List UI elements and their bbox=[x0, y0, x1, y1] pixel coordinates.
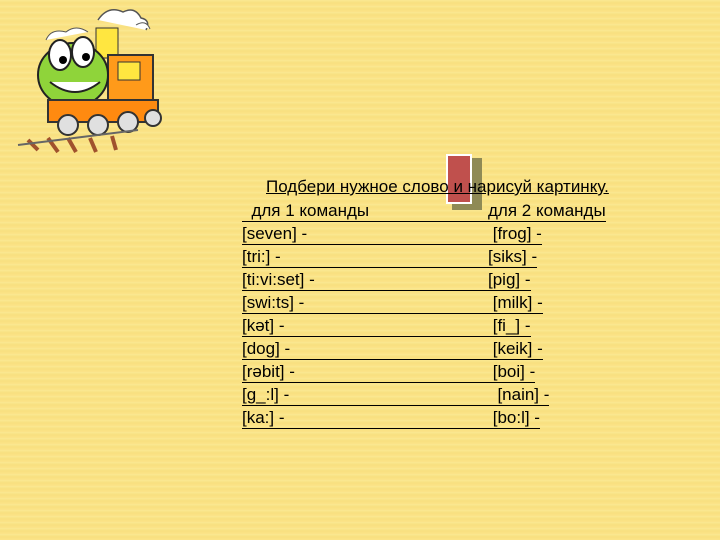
bookmark-icon bbox=[446, 154, 472, 204]
word-row: [rəbit] - [boi] - bbox=[242, 362, 536, 383]
word-row: [ti:vi:set] - [pig] - bbox=[242, 270, 531, 291]
team-1-word: [ti:vi:set] - bbox=[242, 270, 488, 291]
team-1-word: [seven] - bbox=[242, 224, 488, 245]
team-2-word: [boi] - bbox=[488, 362, 536, 383]
word-row: [ka:] - [bo:l] - bbox=[242, 408, 540, 429]
team-1-word: [swi:ts] - bbox=[242, 293, 488, 314]
header-row: для 1 команды для 2 команды bbox=[242, 201, 606, 222]
team-1-word: [ka:] - bbox=[242, 408, 488, 429]
word-row: [swi:ts] - [milk] - bbox=[242, 293, 543, 314]
team-1-word: [kət] - bbox=[242, 316, 488, 337]
task-title: Подбери нужное слово и нарисуй картинку. bbox=[266, 177, 609, 196]
word-row: [kət] - [fi_] - bbox=[242, 316, 531, 337]
team-1-word: [rəbit] - bbox=[242, 362, 488, 383]
team-1-word: [g_:l] - bbox=[242, 385, 488, 406]
team-2-word: [nain] - bbox=[488, 385, 550, 406]
word-row: [seven] - [frog] - bbox=[242, 224, 542, 245]
team-2-word: [frog] - bbox=[488, 224, 542, 245]
team-2-word: [pig] - bbox=[488, 270, 531, 291]
team-2-word: [siks] - bbox=[488, 247, 538, 268]
cartoon-train-icon bbox=[17, 9, 162, 154]
team-1-word: [dog] - bbox=[242, 339, 488, 360]
header-team-1: для 1 команды bbox=[242, 201, 488, 222]
word-row: [dog] - [keik] - bbox=[242, 339, 543, 360]
header-team-2: для 2 команды bbox=[488, 201, 606, 222]
team-1-word: [tri:] - bbox=[242, 247, 488, 268]
team-2-word: [keik] - bbox=[488, 339, 543, 360]
team-2-word: [milk] - bbox=[488, 293, 543, 314]
team-2-word: [bo:l] - bbox=[488, 408, 540, 429]
team-2-word: [fi_] - bbox=[488, 316, 531, 337]
word-row: [g_:l] - [nain] - bbox=[242, 385, 550, 406]
word-row: [tri:] - [siks] - bbox=[242, 247, 538, 268]
